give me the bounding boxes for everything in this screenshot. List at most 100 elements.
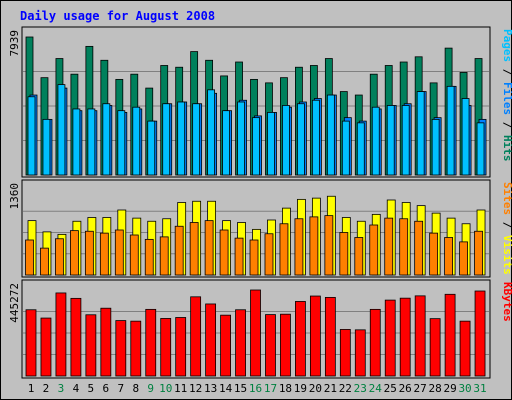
x-tick-label: 27 — [414, 382, 427, 395]
x-tick-label: 6 — [103, 382, 110, 395]
x-tick-label: 3 — [58, 382, 65, 395]
legend-kbytes: KBytes — [501, 282, 512, 322]
x-tick-label: 18 — [279, 382, 292, 395]
x-tick-label: 9 — [147, 382, 154, 395]
bar-kbytes — [55, 292, 67, 377]
bar-kbytes — [25, 309, 37, 377]
bar-kbytes — [414, 295, 426, 377]
bar-sites — [25, 239, 34, 276]
bar-sites — [429, 232, 439, 276]
bar-kbytes — [399, 297, 411, 377]
bar-sites — [99, 232, 109, 276]
x-axis-day-labels: 1 2 3 4 5 6 7 8 9 10 11 12 13 14 15 16 17 18 19 20 21 22 23 24 2… — [28, 382, 487, 395]
bar-kbytes — [459, 320, 471, 377]
y-max-label-visits: 1360 — [8, 183, 21, 210]
chart-title: Daily usage for August 2008 — [20, 9, 215, 23]
bar-kbytes — [220, 314, 231, 377]
bar-sites — [384, 217, 394, 276]
bar-kbytes — [384, 299, 396, 377]
bar-sites — [309, 216, 319, 276]
panel-hits-files-pages — [21, 26, 491, 178]
legend-pages-files-hits: Pages / Files / Hits — [501, 29, 512, 162]
x-tick-label: 21 — [324, 382, 337, 395]
x-tick-label: 14 — [219, 382, 233, 395]
x-tick-label: 22 — [339, 382, 352, 395]
bar-sites — [324, 215, 334, 276]
legend-sites-visits: Sites / Visits — [501, 182, 512, 275]
x-tick-label: 11 — [174, 382, 187, 395]
bar-pages — [87, 108, 96, 176]
bar-kbytes — [100, 307, 112, 377]
bar-pages — [237, 101, 245, 176]
bar-pages — [311, 99, 320, 176]
bar-kbytes — [354, 329, 366, 377]
bar-pages — [162, 103, 171, 176]
bar-pages — [282, 105, 290, 176]
bar-kbytes — [190, 296, 202, 377]
x-tick-label: 1 — [28, 382, 35, 395]
bar-pages — [72, 108, 81, 176]
bar-kbytes — [115, 320, 127, 377]
bar-pages — [461, 98, 470, 176]
x-tick-label: 19 — [294, 382, 307, 395]
panel-kbytes — [21, 279, 491, 379]
bar-kbytes — [160, 318, 172, 377]
bar-kbytes — [474, 290, 486, 377]
bar-sites — [40, 247, 49, 276]
bar-kbytes — [40, 317, 52, 377]
x-tick-label: 20 — [309, 382, 322, 395]
x-tick-label: 25 — [384, 382, 397, 395]
bar-pages — [297, 103, 305, 176]
bar-kbytes — [130, 320, 142, 377]
x-tick-label: 31 — [473, 382, 486, 395]
bar-kbytes — [235, 309, 246, 377]
x-tick-label: 8 — [132, 382, 139, 395]
bar-pages — [27, 96, 36, 176]
x-tick-label: 12 — [189, 382, 202, 395]
bar-kbytes — [70, 297, 82, 377]
x-tick-label: 13 — [204, 382, 217, 395]
bar-sites — [354, 237, 364, 276]
bar-pages — [177, 101, 186, 176]
bar-pages — [147, 120, 156, 176]
bar-kbytes — [444, 293, 456, 377]
bar-kbytes — [324, 296, 336, 377]
bar-sites — [369, 224, 379, 276]
bar-sites — [339, 232, 349, 276]
bar-pages — [192, 103, 201, 176]
x-tick-label: 28 — [429, 382, 442, 395]
bar-pages — [431, 118, 440, 176]
bar-pages — [476, 122, 485, 176]
bar-pages — [326, 94, 335, 176]
bar-kbytes — [175, 317, 187, 377]
bar-sites — [159, 236, 169, 276]
bar-sites — [55, 238, 64, 276]
bar-pages — [42, 118, 51, 176]
bar-pages — [341, 120, 350, 176]
bar-pages — [252, 117, 260, 176]
bar-kbytes — [205, 303, 217, 377]
bar-kbytes — [265, 314, 276, 377]
x-tick-label: 2 — [43, 382, 50, 395]
bar-kbytes — [250, 289, 261, 377]
bar-sites — [294, 218, 304, 276]
bar-sites — [84, 230, 94, 276]
bar-kbytes — [309, 295, 321, 377]
bar-kbytes — [280, 313, 291, 377]
bar-sites — [459, 241, 468, 276]
bar-kbytes — [429, 318, 441, 377]
bar-pages — [356, 122, 365, 176]
bar-pages — [57, 84, 66, 176]
bar-pages — [446, 85, 455, 176]
bar-kbytes — [145, 308, 157, 377]
y-max-label-kbytes: 445272 — [8, 283, 21, 323]
bar-sites — [189, 222, 199, 276]
x-tick-label: 15 — [234, 382, 247, 395]
bar-sites — [414, 220, 424, 276]
bar-pages — [132, 106, 141, 176]
bar-pages — [386, 105, 395, 176]
bar-sites — [399, 218, 409, 276]
bar-pages — [401, 105, 410, 176]
bar-sites — [114, 229, 124, 276]
